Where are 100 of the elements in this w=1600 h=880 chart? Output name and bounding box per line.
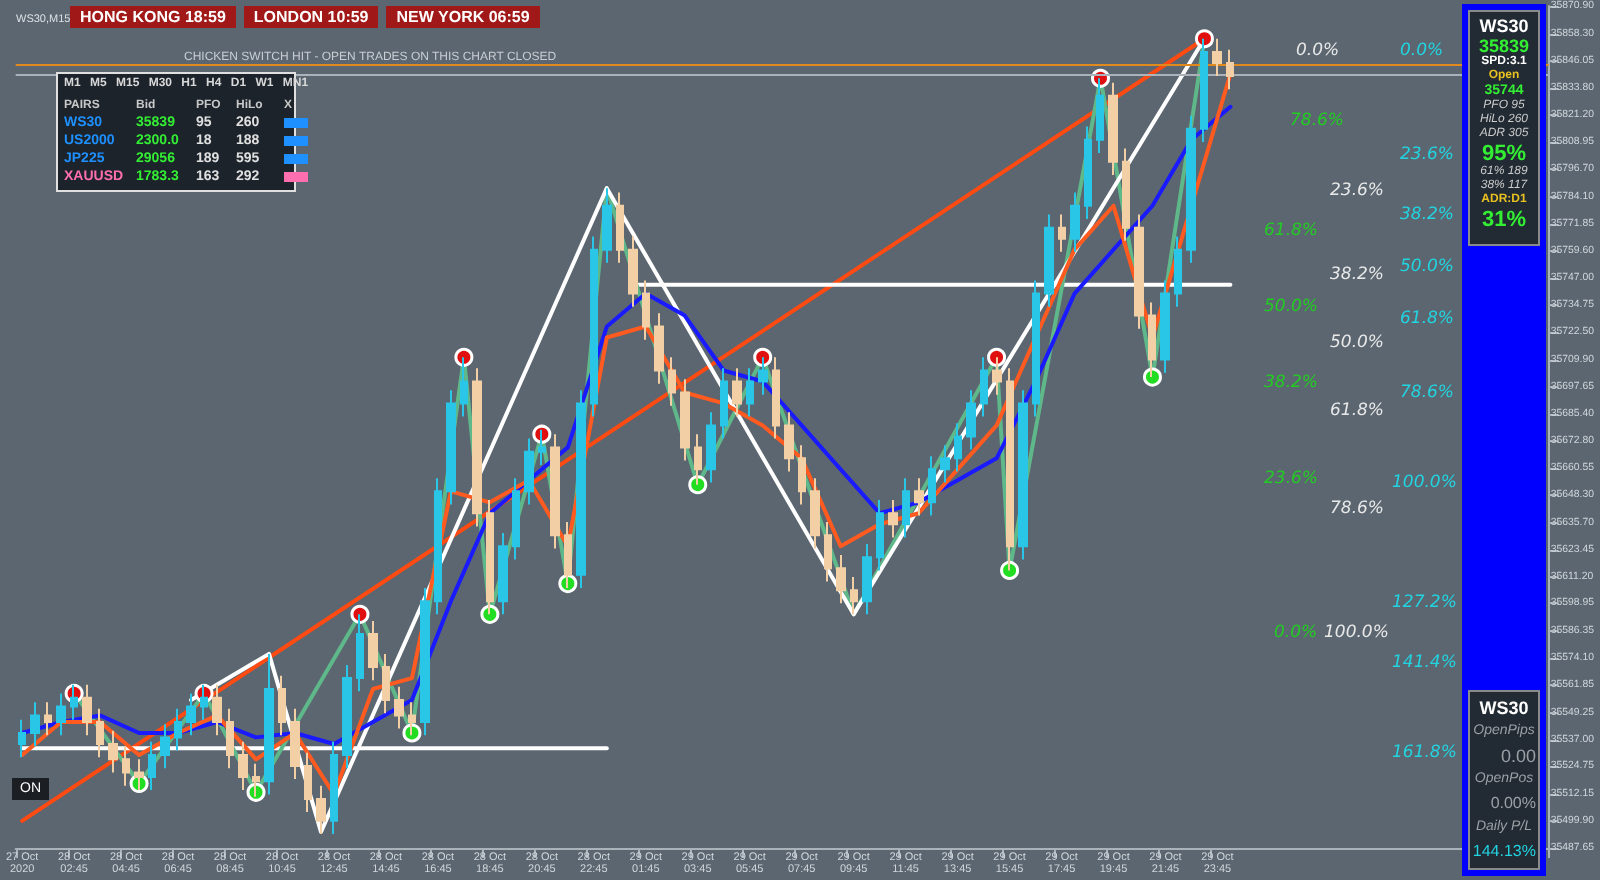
candlestick — [1108, 81, 1118, 176]
annotation: 0.0% — [1400, 41, 1444, 61]
candlestick — [122, 745, 130, 787]
candlestick — [408, 701, 416, 737]
candlestick — [564, 521, 572, 589]
annotation: 0.00 — [1498, 744, 1536, 768]
candlestick — [394, 685, 404, 730]
candlestick — [82, 683, 92, 737]
candlestick — [824, 521, 832, 583]
candlestick — [850, 576, 858, 616]
candlestick — [798, 444, 806, 506]
annotation: 100.0% — [1324, 623, 1389, 643]
candlestick — [602, 187, 612, 264]
point — [1000, 560, 1020, 580]
annotation: WS30 — [1477, 696, 1531, 720]
annotation: 35839 — [1476, 36, 1532, 56]
annotation: LONDON 10:59 — [243, 6, 379, 28]
candlestick — [1200, 37, 1208, 143]
candlestick — [1058, 213, 1066, 253]
candlestick — [186, 692, 196, 737]
candlestick — [1122, 147, 1130, 242]
candlestick — [304, 751, 312, 814]
annotation: WS30 — [1477, 16, 1531, 36]
candlestick — [30, 701, 40, 748]
annotation: 0.0% — [1296, 41, 1340, 61]
candlestick — [1212, 37, 1222, 78]
candlestick — [1032, 279, 1040, 418]
candlestick — [226, 707, 234, 770]
candlestick — [720, 367, 728, 440]
annotation: 78.6% — [1330, 499, 1385, 519]
candlestick — [18, 718, 26, 759]
candlestick — [1070, 191, 1080, 253]
point — [1194, 29, 1214, 49]
candlestick — [1096, 77, 1104, 154]
annotation: NEW YORK 06:59 — [386, 6, 540, 28]
candlestick — [616, 191, 624, 264]
candlestick — [550, 433, 560, 550]
candlestick — [668, 356, 676, 407]
point — [1142, 367, 1162, 387]
annotation: 127.2% — [1392, 593, 1457, 613]
annotation: 0.00% — [1488, 792, 1536, 816]
candlestick — [628, 235, 638, 308]
candlestick — [888, 499, 898, 539]
candlestick — [330, 740, 338, 836]
candlestick — [108, 729, 118, 774]
candlestick — [1084, 125, 1092, 220]
annotation: 23.6% — [1330, 181, 1385, 201]
annotation: 61.8% — [1330, 401, 1385, 421]
candlestick — [746, 367, 754, 418]
candlestick — [1148, 301, 1156, 379]
candlestick — [706, 411, 716, 484]
candlestick — [44, 701, 52, 737]
candlestick — [732, 367, 742, 418]
candlestick — [160, 723, 170, 770]
candlestick — [1186, 114, 1196, 264]
candlestick — [420, 586, 430, 737]
candlestick — [460, 356, 468, 418]
point — [753, 347, 773, 367]
candlestick — [1044, 213, 1054, 308]
annotation: 23.6% — [1264, 469, 1319, 489]
candlestick — [512, 477, 520, 561]
annotation: 61.8% — [1264, 221, 1319, 241]
annotation: 141.4% — [1392, 653, 1457, 673]
candlestick — [316, 784, 326, 836]
annotation: 23.6% — [1400, 145, 1455, 165]
candlestick — [368, 619, 378, 682]
candlestick — [290, 707, 300, 781]
candlestick — [876, 499, 884, 572]
candlestick — [928, 455, 936, 517]
candlestick — [654, 312, 664, 385]
candlestick — [96, 707, 104, 759]
annotation: 50.0% — [1330, 333, 1385, 353]
candlestick — [486, 499, 494, 616]
candlestick — [238, 740, 248, 792]
annotation: 144.13% — [1472, 840, 1536, 864]
candlestick — [758, 356, 768, 396]
candlestick — [680, 378, 690, 462]
annotation: 161.8% — [1392, 743, 1457, 763]
candlestick — [200, 683, 208, 721]
candlestick — [980, 356, 988, 418]
candlestick — [954, 422, 962, 473]
candlestick — [1226, 48, 1234, 91]
candlestick — [642, 279, 650, 341]
candlestick — [1006, 367, 1014, 572]
point — [688, 475, 708, 495]
candlestick — [940, 444, 950, 484]
candlestick — [264, 652, 274, 796]
candlestick — [538, 428, 546, 466]
candlestick — [70, 683, 78, 721]
annotation: 50.0% — [1400, 257, 1455, 277]
annotation: 31% — [1479, 208, 1529, 232]
point — [454, 347, 474, 367]
candlestick — [434, 477, 442, 616]
annotation: 50.0% — [1264, 297, 1319, 317]
annotation: HONG KONG 18:59 — [70, 6, 236, 28]
candlestick — [914, 477, 924, 517]
candlestick — [56, 692, 66, 737]
candlestick — [772, 356, 780, 440]
candlestick — [252, 762, 260, 798]
candlestick — [576, 389, 586, 589]
